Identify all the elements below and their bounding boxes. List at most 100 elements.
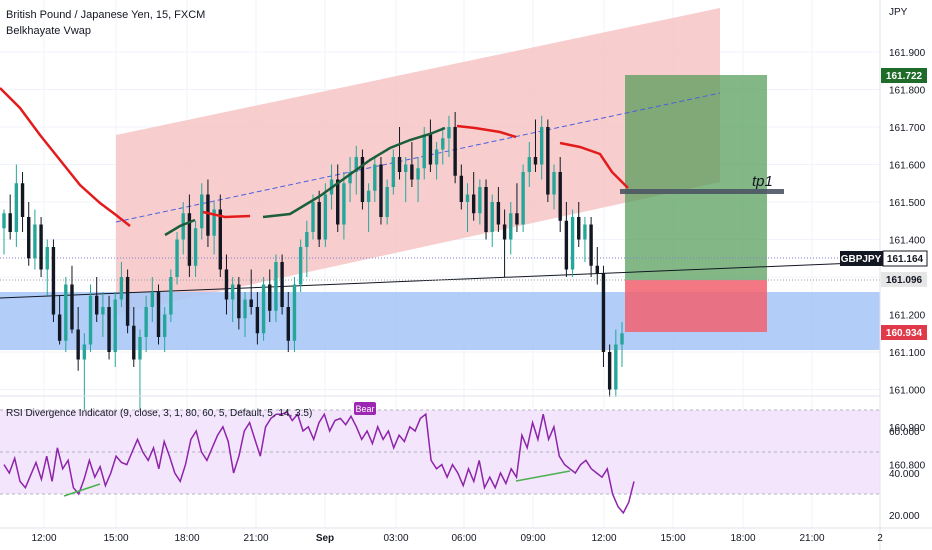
- candle-body: [509, 213, 513, 240]
- stop-price-label: 160.934: [886, 328, 923, 339]
- vwap-line-red: [559, 141, 629, 189]
- stop-zone: [625, 280, 767, 332]
- price-tick-label: 161.900: [889, 48, 926, 59]
- candle: [515, 183, 519, 232]
- price-tick-label: 161.800: [889, 86, 926, 97]
- rsi-tick-label: 20.000: [889, 511, 920, 522]
- candle-body: [323, 194, 328, 240]
- symbol-label: GBPJPY: [841, 254, 882, 265]
- entry-price-label: 161.096: [886, 275, 923, 286]
- candle-body: [496, 202, 501, 225]
- candle: [453, 112, 457, 184]
- candle: [577, 202, 581, 247]
- time-tick-label: 21:00: [243, 533, 268, 544]
- candle-body: [601, 273, 606, 352]
- symbol-title[interactable]: British Pound / Japanese Yen, 15, FXCM: [6, 9, 206, 21]
- candle-body: [64, 284, 68, 341]
- candle-body: [169, 277, 173, 315]
- rsi-tick-label: 60.000: [889, 427, 920, 438]
- candle-body: [119, 277, 124, 300]
- candle: [336, 164, 340, 232]
- candle-body: [286, 307, 290, 341]
- candle-body: [249, 299, 253, 307]
- candle: [57, 295, 62, 345]
- candle-body: [373, 164, 377, 191]
- candle: [404, 157, 408, 202]
- candle: [620, 322, 624, 367]
- candle: [156, 284, 161, 345]
- candle: [274, 254, 278, 322]
- vwap-line-green: [262, 126, 446, 219]
- current-price-badge: [882, 250, 928, 267]
- time-axis[interactable]: 12:00 15:00 18:00 21:00 Sep 03:00 06:00 09:00 12…: [31, 533, 883, 544]
- candle-body: [212, 209, 216, 236]
- candle: [249, 269, 253, 315]
- candle-body: [156, 292, 161, 337]
- tp1-line[interactable]: [620, 189, 784, 194]
- rsi-title[interactable]: RSI Divergence Indicator (9, close, 3, 1…: [6, 408, 312, 419]
- candle-body: [453, 127, 457, 176]
- trend-line: [0, 261, 881, 299]
- candle-body: [539, 127, 544, 165]
- candle-body: [175, 239, 179, 277]
- bullish-divergence-line: [515, 470, 571, 482]
- candle-body: [317, 202, 321, 240]
- price-tick-label: 161.500: [889, 198, 926, 209]
- candle-body: [261, 284, 266, 334]
- candle: [88, 284, 93, 352]
- candle: [373, 157, 377, 202]
- candle-body: [113, 299, 117, 352]
- candle: [305, 220, 309, 277]
- time-tick-label: 09:00: [520, 533, 545, 544]
- candle: [416, 157, 420, 202]
- candle-body: [193, 228, 198, 266]
- stop-price-badge: [881, 325, 927, 340]
- candle-body: [162, 314, 167, 337]
- candle: [533, 119, 538, 172]
- candle-body: [564, 220, 569, 270]
- price-tick-label: 160.900: [889, 423, 926, 434]
- candle-body: [546, 127, 550, 195]
- candle-body: [366, 190, 371, 202]
- candle-body: [484, 187, 488, 232]
- candle: [292, 277, 297, 352]
- bear-badge: [354, 402, 376, 415]
- time-tick-label: 03:00: [383, 533, 408, 544]
- candle-body: [416, 168, 420, 180]
- candle: [101, 292, 105, 337]
- time-tick-label: 06:00: [451, 533, 476, 544]
- candle: [298, 239, 303, 292]
- currency-label: JPY: [889, 7, 908, 18]
- candle-body: [45, 247, 49, 270]
- candle: [459, 164, 464, 210]
- candle: [261, 277, 266, 341]
- candle-body: [342, 183, 346, 225]
- candle: [614, 329, 618, 397]
- candle: [2, 209, 6, 255]
- candle: [428, 119, 433, 172]
- indicator-title[interactable]: Belkhayate Vwap: [6, 25, 91, 37]
- price-tick-label: 160.800: [889, 461, 926, 472]
- price-tick-label: 161.600: [889, 161, 926, 172]
- candle-body: [515, 213, 519, 225]
- candle: [150, 277, 155, 322]
- candle: [391, 149, 396, 195]
- candle: [366, 183, 371, 232]
- candle: [8, 194, 12, 240]
- bullish-divergence-line: [63, 483, 101, 497]
- candle: [496, 187, 501, 232]
- current-price-label: 161.164: [887, 254, 924, 265]
- price-tick-label: 161.200: [889, 311, 926, 322]
- candle: [360, 149, 365, 210]
- candle: [348, 157, 352, 202]
- candle: [162, 307, 167, 352]
- target-price-badge: [881, 68, 927, 83]
- candle: [39, 217, 43, 277]
- candle: [342, 172, 346, 240]
- candle: [144, 295, 148, 352]
- vwap-line-red: [456, 124, 517, 139]
- entry-price-badge: [881, 272, 927, 287]
- candle-body: [336, 179, 340, 225]
- rsi-axis[interactable]: 60.000 40.000 20.000: [889, 427, 920, 522]
